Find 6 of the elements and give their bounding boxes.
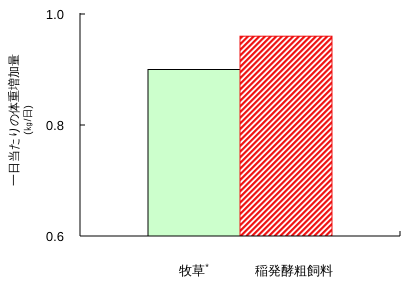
y-axis-title: 一日当たりの体重増加量 (㎏/日) (7, 54, 34, 186)
x-tick-label: 牧草$^{*}$ (179, 262, 210, 278)
x-tick-label: 稲発酵粗飼料 (255, 263, 333, 278)
y-tick-label: 0.8 (46, 118, 64, 133)
y-tick-label: 0.6 (46, 229, 64, 244)
y-tick-label: 1.0 (46, 7, 64, 22)
